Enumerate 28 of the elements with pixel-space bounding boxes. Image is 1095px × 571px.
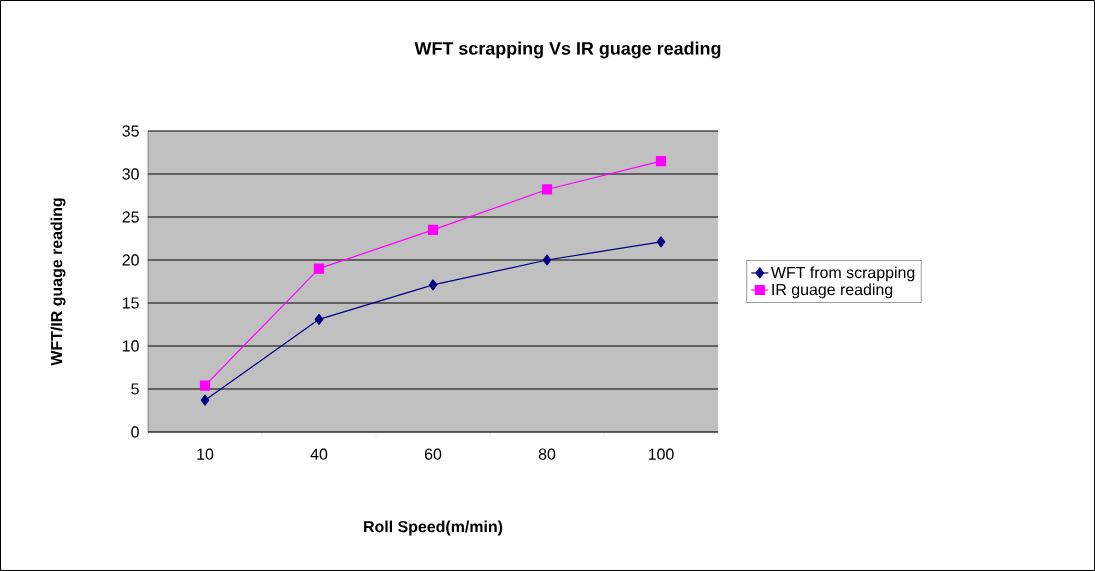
y-tick-label: 5 xyxy=(131,383,139,395)
y-tick-label: 20 xyxy=(122,254,139,266)
x-tick-label: 80 xyxy=(538,448,556,460)
y-tick-label: 15 xyxy=(122,297,139,309)
point xyxy=(200,394,210,406)
x-tick-label: 100 xyxy=(648,448,674,460)
legend-label: WFT from scrapping xyxy=(770,266,915,282)
point xyxy=(542,254,552,266)
chart-title: WFT scrapping Vs IR guage reading xyxy=(414,41,721,59)
x-tick-label: 60 xyxy=(424,448,442,460)
y-axis-title: WFT/IR guage reading xyxy=(50,198,66,366)
point xyxy=(314,313,324,325)
y-tick-label: 30 xyxy=(122,168,139,180)
x-tick-label: 40 xyxy=(310,448,328,460)
point xyxy=(655,155,667,167)
legend-label: IR guage reading xyxy=(772,283,893,299)
x-axis-title: Roll Speed(m/min) xyxy=(364,520,503,536)
point xyxy=(541,184,553,195)
y-tick-label: 0 xyxy=(131,426,139,438)
y-tick-label: 35 xyxy=(122,125,139,137)
x-tick-label: 10 xyxy=(197,448,214,460)
y-tick-label: 10 xyxy=(122,340,139,352)
y-tick-label: 25 xyxy=(122,211,139,223)
point xyxy=(428,279,438,291)
point xyxy=(427,224,439,235)
point xyxy=(656,236,666,248)
point xyxy=(313,263,325,274)
point xyxy=(199,380,211,391)
